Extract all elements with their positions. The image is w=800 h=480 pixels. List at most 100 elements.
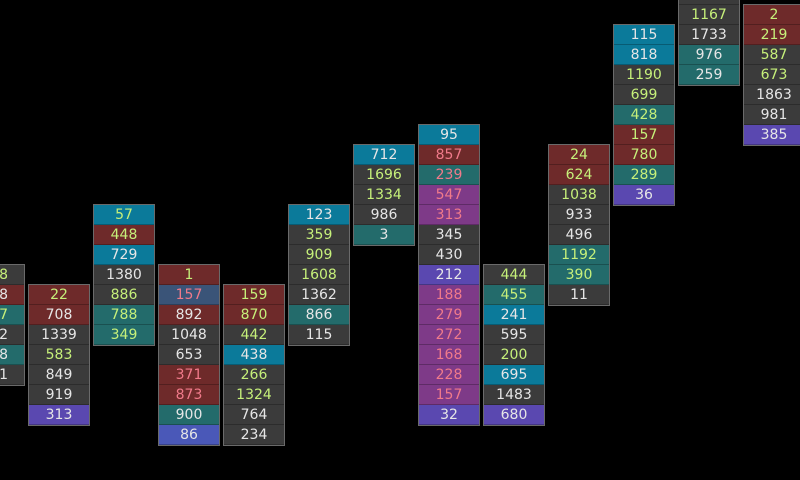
volume-cell: 349 — [94, 325, 154, 345]
volume-cell: 57 — [94, 205, 154, 225]
volume-cell: 241 — [484, 305, 544, 325]
volume-cell: 1192 — [549, 245, 609, 265]
volume-cell: 455 — [484, 285, 544, 305]
volume-cell: 1696 — [354, 165, 414, 185]
volume-cell: 3 — [354, 225, 414, 245]
volume-cell: 547 — [419, 185, 479, 205]
volume-cell: 818 — [614, 45, 674, 65]
volume-cell: 1038 — [549, 185, 609, 205]
price-column: 115 818 1190 699 428 157 780 289 36 — [613, 24, 675, 206]
volume-cell: 712 — [354, 145, 414, 165]
volume-cell: 909 — [289, 245, 349, 265]
volume-cell: 729 — [94, 245, 154, 265]
volume-cell: 289 — [614, 165, 674, 185]
price-column: 24 624 1038 933 496 1192 390 11 — [548, 144, 610, 306]
volume-cell: 239 — [419, 165, 479, 185]
price-column: 22 708 1339 583 849 919 313 — [28, 284, 90, 426]
price-column: 712 1696 1334 986 3 — [353, 144, 415, 246]
volume-cell: 1167 — [679, 5, 739, 25]
volume-cell: 849 — [29, 365, 89, 385]
volume-cell: 1190 — [614, 65, 674, 85]
volume-cell: 708 — [29, 305, 89, 325]
volume-cell: 981 — [744, 105, 800, 125]
volume-cell: 428 — [614, 105, 674, 125]
volume-cell: 159 — [224, 285, 284, 305]
volume-cell: 1 — [159, 265, 219, 285]
volume-cell: 02 — [0, 325, 24, 345]
volume-cell: 857 — [419, 145, 479, 165]
volume-cell: 115 — [614, 25, 674, 45]
volume-cell: 976 — [679, 45, 739, 65]
volume-cell: 986 — [354, 205, 414, 225]
price-column: 2 219 587 673 1863 981 385 — [743, 4, 800, 146]
volume-cell: 234 — [224, 425, 284, 445]
volume-cell: 699 — [614, 85, 674, 105]
volume-cell: 1608 — [289, 265, 349, 285]
volume-cell: 279 — [419, 305, 479, 325]
volume-cell: 95 — [419, 125, 479, 145]
volume-cell: 919 — [29, 385, 89, 405]
price-column: 57 448 729 1380 886 788 349 — [93, 204, 155, 346]
volume-cell: 1334 — [354, 185, 414, 205]
volume-cell: 695 — [484, 365, 544, 385]
volume-cell: 788 — [94, 305, 154, 325]
volume-cell: 24 — [549, 145, 609, 165]
volume-cell: 742 — [679, 0, 739, 5]
volume-cell: 259 — [679, 65, 739, 85]
volume-cell: 168 — [419, 345, 479, 365]
volume-cell: 587 — [744, 45, 800, 65]
volume-cell: 933 — [549, 205, 609, 225]
volume-cell: 212 — [419, 265, 479, 285]
price-column: 123 359 909 1608 1362 866 115 — [288, 204, 350, 346]
volume-cell: 359 — [289, 225, 349, 245]
volume-cell: 157 — [614, 125, 674, 145]
volume-cell: 11 — [549, 285, 609, 305]
volume-cell: 8 — [0, 265, 24, 285]
volume-cell: 313 — [29, 405, 89, 425]
volume-cell: 448 — [94, 225, 154, 245]
price-column: 444 455 241 595 200 695 1483 680 — [483, 264, 545, 426]
volume-cell: 7 — [0, 305, 24, 325]
volume-cell: 1324 — [224, 385, 284, 405]
volume-cell: 86 — [159, 425, 219, 445]
volume-cell: 886 — [94, 285, 154, 305]
volume-cell: 22 — [29, 285, 89, 305]
price-column: 1 157 892 1048 653 371 873 900 86 — [158, 264, 220, 446]
volume-cell: 36 — [614, 185, 674, 205]
volume-cell: 430 — [419, 245, 479, 265]
volume-cell: 764 — [224, 405, 284, 425]
volume-cell: 866 — [289, 305, 349, 325]
volume-cell: 1362 — [289, 285, 349, 305]
volume-cell: 680 — [484, 405, 544, 425]
volume-cell: 442 — [224, 325, 284, 345]
volume-cell: 1863 — [744, 85, 800, 105]
volume-cell: 157 — [419, 385, 479, 405]
volume-cell: 371 — [159, 365, 219, 385]
volume-cell: 115 — [289, 325, 349, 345]
volume-cell: 157 — [159, 285, 219, 305]
volume-cell: 1733 — [679, 25, 739, 45]
volume-cell: 228 — [419, 365, 479, 385]
volume-cell: 900 — [159, 405, 219, 425]
volume-cell: 583 — [29, 345, 89, 365]
volume-cell: 595 — [484, 325, 544, 345]
volume-cell: 1339 — [29, 325, 89, 345]
volume-cell: 266 — [224, 365, 284, 385]
volume-cell: 892 — [159, 305, 219, 325]
volume-cell: 1483 — [484, 385, 544, 405]
volume-cell: 870 — [224, 305, 284, 325]
volume-cell: 38 — [0, 345, 24, 365]
volume-cell: 390 — [549, 265, 609, 285]
volume-cell: 385 — [744, 125, 800, 145]
volume-cell: 780 — [614, 145, 674, 165]
volume-cell: 200 — [484, 345, 544, 365]
volume-cell: 438 — [224, 345, 284, 365]
volume-cell: 2 — [744, 5, 800, 25]
price-column: 74211671733976259 — [678, 0, 740, 86]
volume-cell: 496 — [549, 225, 609, 245]
price-column: 88702381 — [0, 264, 25, 386]
volume-cell: 1 — [0, 365, 24, 385]
volume-cell: 1048 — [159, 325, 219, 345]
volume-cell: 8 — [0, 285, 24, 305]
